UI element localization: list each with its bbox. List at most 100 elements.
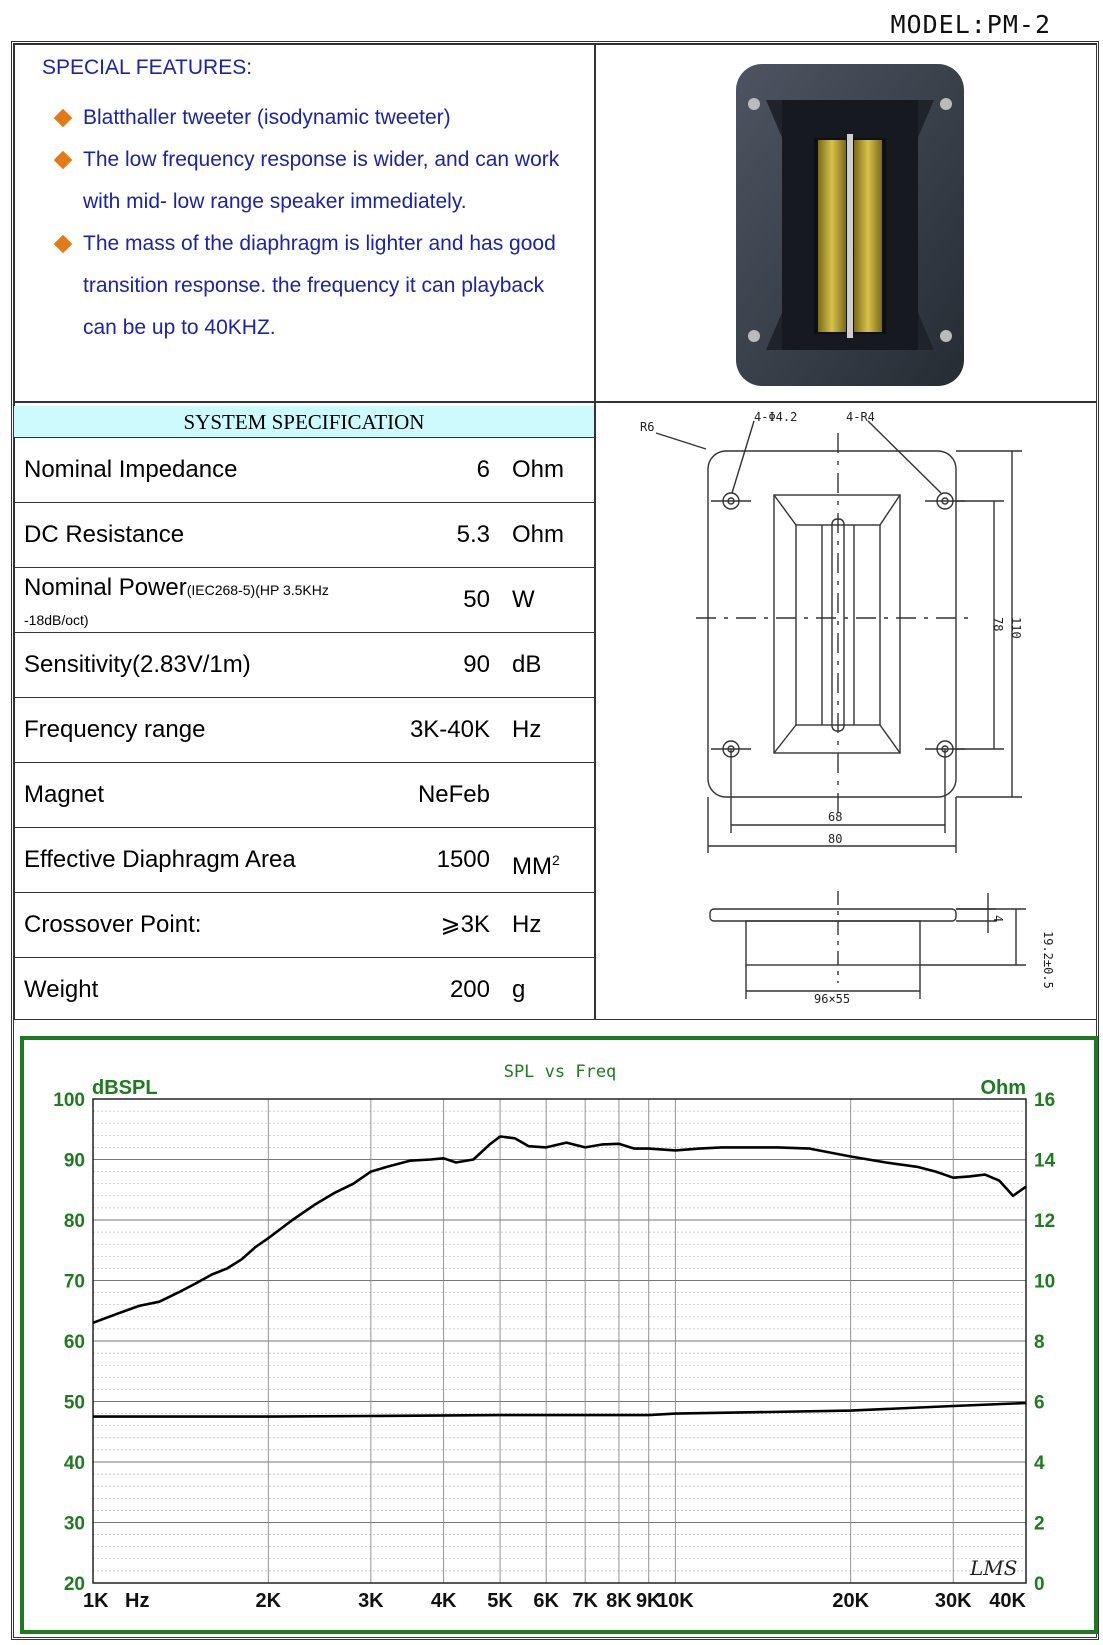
dim-label: 110 [1009, 617, 1023, 639]
y-right-tick-label: 16 [1034, 1090, 1055, 1111]
y-left-tick-label: 30 [64, 1514, 85, 1535]
plot-border [92, 1098, 1027, 1584]
spec-unit: W [512, 586, 535, 613]
model-label: MODEL:PM-2 [890, 10, 1051, 39]
spec-unit: MM2 [512, 828, 560, 892]
dim-label: 4-R4 [846, 410, 875, 424]
features-title: SPECIAL FEATURES: [42, 56, 252, 80]
spec-label-main: Nominal Power [24, 574, 187, 601]
feature-line: Blatthaller tweeter (isodynamic tweeter) [83, 106, 451, 129]
spec-label: Magnet [24, 781, 105, 808]
x-tick-label: 40K [989, 1590, 1026, 1612]
spec-label: Frequency range [24, 716, 206, 743]
spec-label: Effective Diaphragm Area [24, 846, 296, 873]
y-right-tick-label: 4 [1034, 1453, 1045, 1474]
spec-row: Nominal Power(IEC268-5)(HP 3.5KHz -18dB/… [14, 568, 594, 633]
spec-value: 3K-40K [409, 716, 490, 743]
dim-label: 19.2±0.5 [1041, 931, 1055, 989]
feature-line: The low frequency response is wider, and… [83, 148, 560, 171]
spec-unit: Hz [512, 716, 542, 743]
datasheet-frame [11, 41, 1099, 1640]
y-left-tick-label: 90 [64, 1151, 85, 1172]
x-tick-label: 20K [832, 1590, 869, 1612]
x-tick-label: 1K [83, 1590, 109, 1612]
x-tick-label: 6K [533, 1590, 559, 1612]
spec-label: DC Resistance [24, 521, 185, 548]
x-tick-label: 7K [572, 1590, 598, 1612]
dim-label: 4-Φ4.2 [754, 410, 797, 424]
spec-unit: dB [512, 651, 542, 678]
spec-title: SYSTEM SPECIFICATION [14, 406, 594, 438]
tick-labels: 20 30 40 50 60 70 80 90 100 0 2 4 6 8 10 12 14 16 1K 2K 3K 4K… [53, 1090, 1055, 1612]
spec-unit: Hz [512, 911, 542, 938]
x-tick-label: 2K [256, 1590, 282, 1612]
spec-row: Frequency range 3K-40K Hz [14, 698, 594, 763]
spec-label: Weight [24, 976, 99, 1003]
spec-row: Effective Diaphragm Area 1500 MM2 [14, 828, 594, 893]
spec-row: Magnet NeFeb [14, 763, 594, 828]
spec-value: 50 [463, 586, 490, 613]
features-title-text: SPECIAL FEATURES [42, 56, 247, 79]
features-cell [14, 44, 595, 402]
y-right-tick-label: 12 [1034, 1211, 1055, 1232]
tweeter-photo [736, 64, 964, 386]
x-tick-label: 3K [358, 1590, 384, 1612]
spec-label: Nominal Power(IEC268-5)(HP 3.5KHz [24, 574, 329, 602]
y-left-tick-label: 80 [64, 1211, 85, 1232]
spec-value: 1500 [436, 846, 490, 873]
chart-frame [20, 1036, 1098, 1634]
spec-row: Weight 200 g [14, 958, 594, 1023]
spec-cell [14, 402, 595, 1020]
y-right-tick-label: 0 [1034, 1574, 1045, 1595]
spec-value: 90 [463, 651, 490, 678]
dim-label: R6 [640, 420, 654, 434]
feature-line: The mass of the diaphragm is lighter and… [83, 232, 556, 255]
spec-unit: g [512, 976, 526, 1003]
x-tick-label: 9K [636, 1590, 662, 1612]
series-group [92, 1135, 1027, 1418]
spec-label-small: (IEC268-5)(HP 3.5KHz [186, 582, 329, 598]
x-tick-label: 30K [935, 1590, 972, 1612]
dim-label: 68 [828, 810, 842, 824]
y-left-label: dBSPL [92, 1077, 158, 1099]
x-tick-label: 8K [606, 1590, 632, 1612]
spec-label-small-2: -18dB/oct) [24, 612, 89, 628]
photo-cell [595, 44, 1097, 402]
y-left-tick-label: 40 [64, 1453, 85, 1474]
y-right-tick-label: 6 [1034, 1393, 1045, 1414]
y-right-tick-label: 10 [1034, 1272, 1055, 1293]
y-left-tick-label: 50 [64, 1393, 85, 1414]
spec-unit: Ohm [512, 456, 565, 483]
lms-watermark: LMS [969, 1556, 1017, 1580]
drawing-cell [595, 402, 1097, 1020]
spec-row: Nominal Impedance 6 Ohm [14, 438, 594, 503]
spec-unit-text: MM [512, 853, 552, 880]
x-unit-label: Hz [125, 1590, 149, 1612]
spec-row: Crossover Point: ⩾3K Hz [14, 893, 594, 958]
dim-label: 96×55 [814, 992, 850, 1006]
grid-minor [93, 1110, 1026, 1572]
spec-label: Sensitivity(2.83V/1m) [24, 651, 251, 678]
spl-curve [92, 1135, 1027, 1325]
feature-line: can be up to 40KHZ. [83, 316, 276, 339]
spec-value: 5.3 [456, 521, 490, 548]
spec-label: Nominal Impedance [24, 456, 238, 483]
chart-title: SPL vs Freq [504, 1062, 617, 1082]
y-left-tick-label: 70 [64, 1272, 85, 1293]
spec-value: ⩾3K [440, 911, 490, 938]
x-tick-label: 10K [657, 1590, 694, 1612]
y-left-tick-label: 100 [53, 1090, 85, 1111]
dim-label: 78 [991, 617, 1005, 631]
y-left-tick-label: 60 [64, 1332, 85, 1353]
spec-unit-sup: 2 [551, 852, 560, 868]
spec-row: Sensitivity(2.83V/1m) 90 dB [14, 633, 594, 698]
y-right-tick-label: 8 [1034, 1332, 1045, 1353]
spec-unit: Ohm [512, 521, 565, 548]
dim-label: 80 [828, 832, 842, 846]
feature-line: transition response. the frequency it ca… [83, 274, 545, 297]
spec-label: Crossover Point: [24, 911, 202, 938]
feature-line: with mid- low range speaker immediately. [83, 190, 467, 213]
y-right-tick-label: 2 [1034, 1514, 1045, 1535]
dim-label: 4 [991, 915, 1005, 922]
